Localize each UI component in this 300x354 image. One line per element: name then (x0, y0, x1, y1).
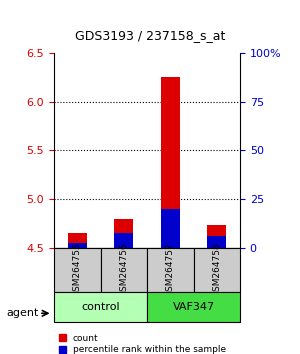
Bar (115, 219, 133, 248)
Legend: count, percentile rank within the sample: count, percentile rank within the sample (58, 334, 226, 354)
Text: GDS3193 / 237158_s_at: GDS3193 / 237158_s_at (75, 29, 225, 42)
Bar (68, 233, 87, 248)
Text: GSM264755: GSM264755 (73, 242, 82, 297)
Bar (208, 225, 226, 248)
Text: control: control (81, 302, 120, 312)
FancyBboxPatch shape (54, 292, 147, 322)
Text: GSM264757: GSM264757 (166, 242, 175, 297)
FancyBboxPatch shape (100, 248, 147, 292)
Bar (115, 233, 133, 248)
Text: GSM264756: GSM264756 (119, 242, 128, 297)
Text: GSM264758: GSM264758 (212, 242, 221, 297)
FancyBboxPatch shape (147, 292, 240, 322)
Text: VAF347: VAF347 (172, 302, 214, 312)
Bar (161, 209, 179, 248)
Bar (161, 78, 179, 248)
FancyBboxPatch shape (147, 248, 194, 292)
FancyBboxPatch shape (194, 248, 240, 292)
Text: agent: agent (6, 308, 38, 318)
FancyBboxPatch shape (54, 248, 100, 292)
Bar (68, 243, 87, 248)
Bar (208, 236, 226, 248)
